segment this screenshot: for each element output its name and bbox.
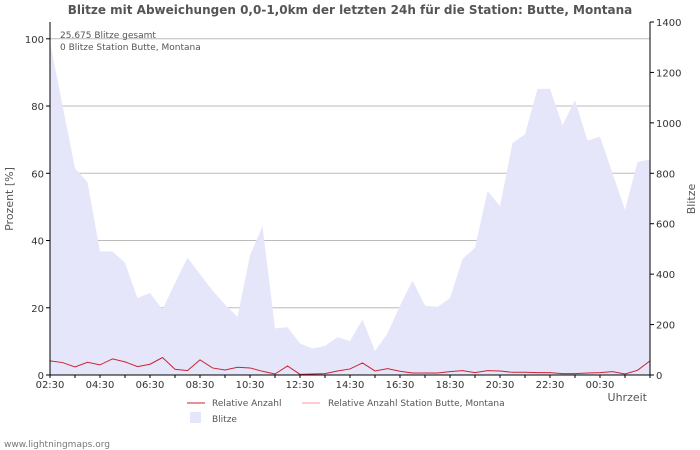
right-tick-labels: 0 200 400 600 800 1000 1200 1400 xyxy=(650,18,681,382)
x-tick-label: 08:30 xyxy=(186,380,215,391)
x-tick-label: 10:30 xyxy=(236,380,265,391)
right-tick-label: 200 xyxy=(656,321,675,332)
annotation-total: 25.675 Blitze gesamt xyxy=(60,31,156,41)
left-tick-label: 20 xyxy=(31,304,44,315)
right-tick-label: 1200 xyxy=(656,68,681,79)
x-tick-label: 16:30 xyxy=(386,380,415,391)
series-relative-line xyxy=(49,356,651,375)
x-axis-label: Uhrzeit xyxy=(608,391,648,404)
left-tick-label: 60 xyxy=(31,169,44,180)
x-tick-label: 22:30 xyxy=(536,380,565,391)
series-blitze-area xyxy=(50,42,650,376)
left-tick-label: 40 xyxy=(31,237,44,248)
right-axis-label: Blitze xyxy=(685,184,698,215)
x-tick-labels: 02:30 04:30 06:30 08:30 10:30 12:30 14:30 16:30… xyxy=(36,375,651,391)
left-tick-label: 0 xyxy=(38,371,44,382)
left-tick-label: 80 xyxy=(31,102,44,113)
x-tick-label: 12:30 xyxy=(286,380,315,391)
chart-title: Blitze mit Abweichungen 0,0-1,0km der le… xyxy=(68,3,633,17)
right-tick-label: 600 xyxy=(656,220,675,231)
x-tick-label: 14:30 xyxy=(336,380,365,391)
x-tick-label: 04:30 xyxy=(86,380,115,391)
right-tick-label: 0 xyxy=(656,371,662,382)
x-tick-label: 20:30 xyxy=(486,380,515,391)
right-tick-label: 400 xyxy=(656,270,675,281)
legend-swatch-blitze xyxy=(190,412,201,423)
x-tick-label: 18:30 xyxy=(436,380,465,391)
left-axis-label: Prozent [%] xyxy=(3,167,16,231)
left-tick-labels: 0 20 40 60 80 100 xyxy=(25,35,50,382)
x-tick-label: 02:30 xyxy=(36,380,65,391)
legend-relative: Relative Anzahl xyxy=(212,399,281,409)
footer-source: www.lightningmaps.org xyxy=(4,440,110,450)
left-tick-label: 100 xyxy=(25,35,44,46)
legend-station: Relative Anzahl Station Butte, Montana xyxy=(328,399,505,409)
right-tick-label: 800 xyxy=(656,169,675,180)
annotation-station: 0 Blitze Station Butte, Montana xyxy=(60,43,201,53)
x-tick-label: 00:30 xyxy=(586,380,615,391)
legend-blitze: Blitze xyxy=(212,415,237,425)
right-tick-label: 1000 xyxy=(656,119,681,130)
right-tick-label: 1400 xyxy=(656,18,681,29)
x-tick-label: 06:30 xyxy=(136,380,165,391)
